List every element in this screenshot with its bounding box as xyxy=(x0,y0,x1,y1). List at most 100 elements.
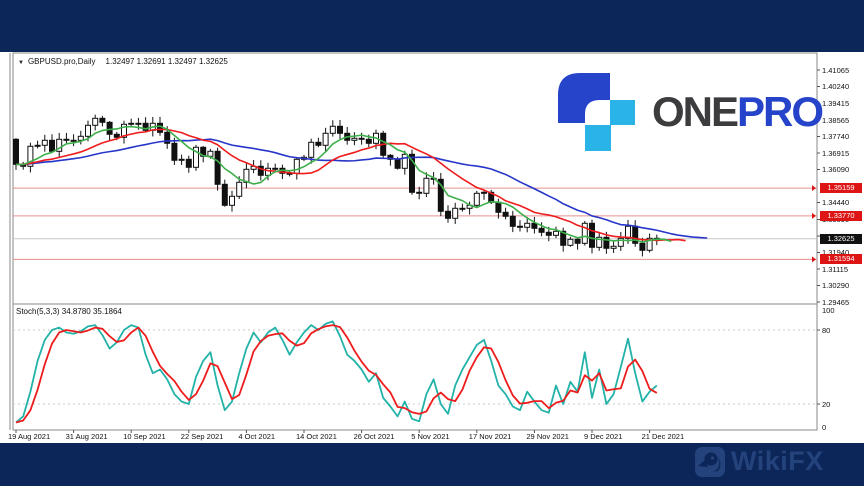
stoch-scale-label: 0 xyxy=(822,422,827,432)
onepro-logo-mark xyxy=(558,73,635,151)
symbol-label: GBPUSD.pro,Daily xyxy=(27,57,96,66)
candle-body xyxy=(538,227,545,233)
ma-slow-blue xyxy=(15,138,708,239)
candle-body xyxy=(13,138,19,165)
candle-body xyxy=(99,117,106,123)
ma-mid-red xyxy=(15,128,686,242)
candle-body xyxy=(531,222,538,229)
ma-fast-green xyxy=(15,125,672,243)
price-tick-label: 1.40240 xyxy=(822,82,850,91)
candle-body xyxy=(135,122,142,125)
price-tick-label: 1.41065 xyxy=(822,65,850,75)
onepro-logo-text: ONEPRO xyxy=(652,88,824,136)
candle-body xyxy=(509,215,516,227)
candle-body xyxy=(423,177,430,194)
candle-body xyxy=(214,150,221,185)
candle-body xyxy=(178,158,185,161)
candle-body xyxy=(545,231,552,236)
candle-body xyxy=(646,237,653,251)
price-tick-label: 1.39415 xyxy=(822,98,850,108)
candle-body xyxy=(185,158,192,168)
collapse-arrow-icon: ▼ xyxy=(18,60,24,66)
ohlc-values: 1.32497 1.32691 1.32497 1.32625 xyxy=(105,57,228,66)
price-tick-label: 1.36915 xyxy=(822,148,850,158)
candle-body xyxy=(272,167,279,170)
candle-body xyxy=(293,158,300,174)
candle-body xyxy=(553,230,559,236)
date-tick-label: 10 Sep 2021 xyxy=(123,432,166,441)
candle-body xyxy=(560,230,567,246)
price-level-badge: 1.35159 xyxy=(820,183,862,194)
price-level-arrow xyxy=(812,212,816,219)
candle-body xyxy=(495,201,502,213)
candle-body xyxy=(85,124,91,137)
candle-body xyxy=(437,178,444,212)
candle-body xyxy=(401,153,408,169)
candle-body xyxy=(337,125,343,134)
candle-body xyxy=(34,144,41,147)
candle-body xyxy=(315,141,322,146)
price-tick-label: 1.29465 xyxy=(822,297,850,307)
candle-body xyxy=(610,245,617,249)
stoch-d-line xyxy=(15,324,658,424)
stochastic-indicator-label: Stoch(5,3,3) 34.8780 35.1864 xyxy=(16,307,122,316)
candle-body xyxy=(56,138,63,152)
date-tick-label: 26 Oct 2021 xyxy=(353,432,395,441)
candle-body xyxy=(459,207,466,210)
candle-body xyxy=(481,191,487,194)
logo-text-one: ONE xyxy=(652,88,739,135)
candle-body xyxy=(416,191,423,194)
candle-body xyxy=(394,158,401,169)
wikifx-watermark-text: WikiFX xyxy=(731,446,824,476)
date-tick-label: 4 Oct 2021 xyxy=(238,432,276,441)
candle-body xyxy=(308,141,315,158)
candle-body xyxy=(229,195,235,206)
candle-body xyxy=(106,121,113,135)
candle-body xyxy=(351,137,358,141)
date-tick-label: 14 Oct 2021 xyxy=(296,432,337,441)
candle-body xyxy=(517,225,523,228)
price-level-arrow xyxy=(812,185,816,192)
candle-body xyxy=(49,139,55,152)
candle-body xyxy=(524,222,531,228)
price-tick-label: 1.38565 xyxy=(822,115,850,125)
candle-body xyxy=(70,139,77,142)
candle-body xyxy=(567,238,574,246)
candle-body xyxy=(221,183,228,206)
stoch-scale-label: 20 xyxy=(822,400,831,410)
stoch-pane-border xyxy=(12,303,818,431)
candle-body xyxy=(322,132,329,146)
candle-body xyxy=(596,236,603,248)
stoch-k-line xyxy=(15,320,658,424)
candle-body xyxy=(639,242,646,251)
date-tick-label: 31 Aug 2021 xyxy=(65,432,108,441)
candle-body xyxy=(365,138,372,144)
candle-body xyxy=(77,135,84,141)
candle-body xyxy=(164,131,171,144)
candle-body xyxy=(445,210,451,219)
price-tick-label: 1.30290 xyxy=(822,281,850,290)
candle-body xyxy=(171,142,178,161)
candle-body xyxy=(581,222,588,244)
date-tick-label: 29 Nov 2021 xyxy=(526,432,569,441)
candle-body xyxy=(207,150,214,157)
price-level-arrow xyxy=(812,256,816,263)
candle-body xyxy=(257,165,264,176)
candle-body xyxy=(358,137,365,140)
stoch-scale-label: 100 xyxy=(822,306,835,315)
candle-body xyxy=(121,123,127,138)
date-tick-label: 22 Sep 2021 xyxy=(180,432,224,441)
candle-body xyxy=(113,133,120,138)
candle-body xyxy=(41,139,48,146)
candle-body xyxy=(502,211,509,217)
chart-title: ▼ GBPUSD.pro,Daily 1.32497 1.32691 1.32497… xyxy=(18,57,228,66)
wikifx-logo-icon xyxy=(695,446,725,477)
price-tick-label: 1.34440 xyxy=(822,198,850,207)
candle-body xyxy=(329,125,336,134)
date-tick-label: 19 Aug 2021 xyxy=(8,432,51,441)
candle-body xyxy=(452,207,459,219)
current-price-badge: 1.32625 xyxy=(820,233,862,244)
candle-body xyxy=(603,236,610,249)
candle-body xyxy=(128,122,135,125)
candle-body xyxy=(27,145,34,167)
